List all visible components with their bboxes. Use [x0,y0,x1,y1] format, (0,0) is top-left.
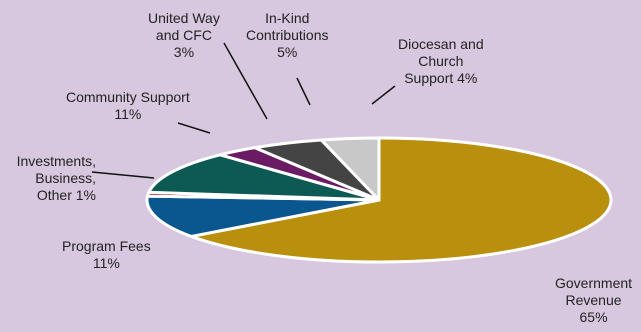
slice-label-united-way: United Way and CFC 3% [148,10,220,60]
pie-slice-community-support [147,153,381,202]
slice-label-community-support: Community Support 11% [66,89,190,122]
leader-line-community-support [177,122,211,134]
slice-label-program-fees: Program Fees 11% [62,238,151,271]
leader-line-investments [91,171,155,179]
pie-slice-government-revenue [189,136,613,264]
slice-label-in-kind: In-Kind Contributions 5% [246,10,329,60]
leader-line-united-way [223,42,268,120]
leader-line-diocesan [371,85,396,105]
slice-label-diocesan: Diocesan and Church Support 4% [398,36,484,86]
pie-slice-diocesan [319,136,381,202]
slice-label-government-revenue: Government Revenue 65% [555,275,633,325]
slice-label-investments: Investments, Business, Other 1% [16,153,96,203]
leader-line-in-kind [296,77,311,106]
pie-slice-program-fees [145,194,381,238]
